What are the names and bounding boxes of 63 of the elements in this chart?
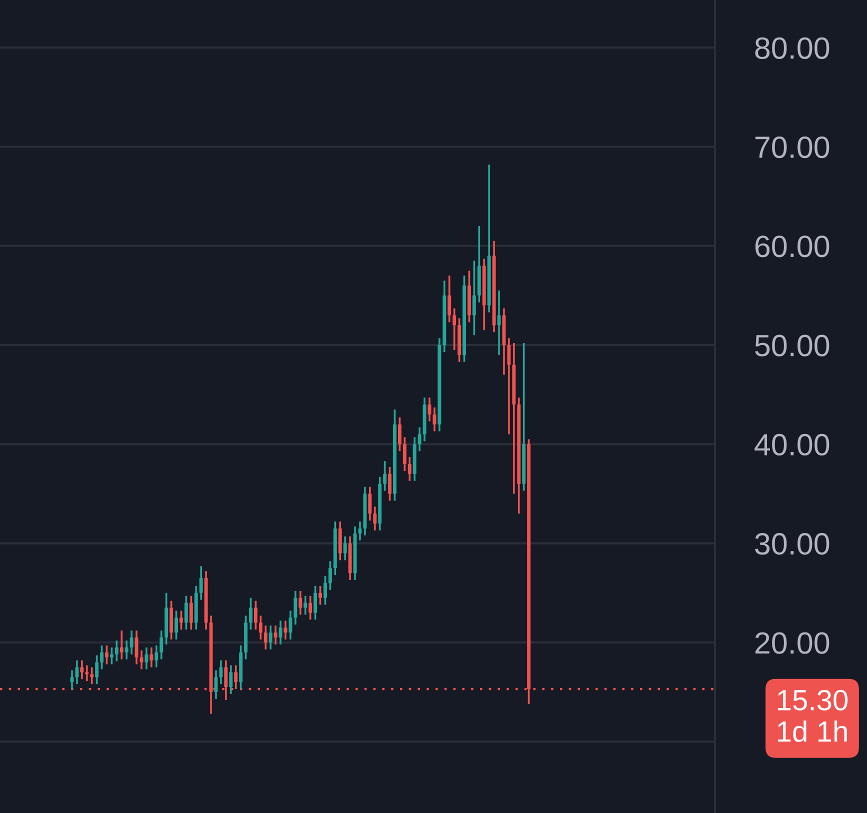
candlestick	[268, 624, 272, 650]
y-tick-label: 20.00	[755, 632, 830, 654]
candlestick	[184, 594, 188, 630]
candlestick	[120, 630, 124, 660]
candlestick	[343, 535, 347, 562]
candlestick	[95, 654, 99, 686]
candlestick	[507, 337, 511, 436]
candlestick	[258, 614, 262, 640]
candlestick	[472, 260, 476, 336]
candlestick	[278, 620, 282, 646]
candlestick	[408, 456, 412, 482]
candlestick	[105, 644, 108, 666]
candlestick	[160, 630, 164, 660]
candlestick	[110, 646, 114, 666]
candlestick	[90, 666, 94, 686]
candlestick	[189, 594, 193, 630]
candlestick	[308, 594, 312, 621]
candlestick	[323, 575, 327, 606]
candlestick	[229, 664, 233, 695]
candlestick	[130, 630, 134, 656]
candlestick	[304, 594, 308, 616]
candlestick	[100, 644, 104, 670]
y-tick-label: 30.00	[755, 533, 830, 555]
candlestick	[318, 585, 322, 606]
candlestick	[452, 307, 456, 351]
candlestick	[398, 416, 402, 452]
candlestick	[388, 466, 392, 502]
candlestick	[249, 596, 252, 630]
candlestick	[85, 664, 89, 682]
candlestick	[179, 610, 183, 630]
candlestick	[174, 610, 178, 640]
candlestick	[75, 659, 79, 686]
y-tick-label: 80.00	[755, 37, 830, 59]
candlestick	[144, 646, 148, 670]
y-tick-label: 60.00	[755, 236, 830, 258]
candlestick	[288, 610, 292, 640]
candlestick	[328, 560, 332, 591]
candlestick	[150, 646, 154, 668]
candlestick	[80, 659, 84, 680]
candlestick	[199, 565, 203, 601]
candlestick	[402, 436, 406, 472]
candlestick	[134, 630, 138, 666]
candlestick	[373, 506, 377, 532]
candlestick	[124, 640, 128, 660]
candlestick	[114, 640, 118, 662]
candlestick	[154, 644, 158, 668]
candlestick	[432, 406, 436, 432]
candlestick	[219, 659, 223, 686]
candlestick	[448, 274, 452, 324]
candlestick	[274, 624, 278, 646]
candlestick	[294, 590, 298, 626]
candlestick	[383, 460, 387, 492]
y-tick-label: 50.00	[755, 334, 830, 356]
y-tick-label: 70.00	[755, 136, 830, 158]
candlestick	[254, 600, 258, 630]
candlestick	[368, 486, 372, 522]
candlestick	[298, 590, 302, 616]
y-tick-label: 40.00	[754, 434, 830, 456]
candlestick	[358, 520, 362, 542]
ref-line-label: 15.30 1d 1h	[778, 690, 848, 742]
candlestick	[314, 585, 318, 621]
candlestick	[418, 426, 422, 452]
candlestick	[264, 624, 268, 650]
